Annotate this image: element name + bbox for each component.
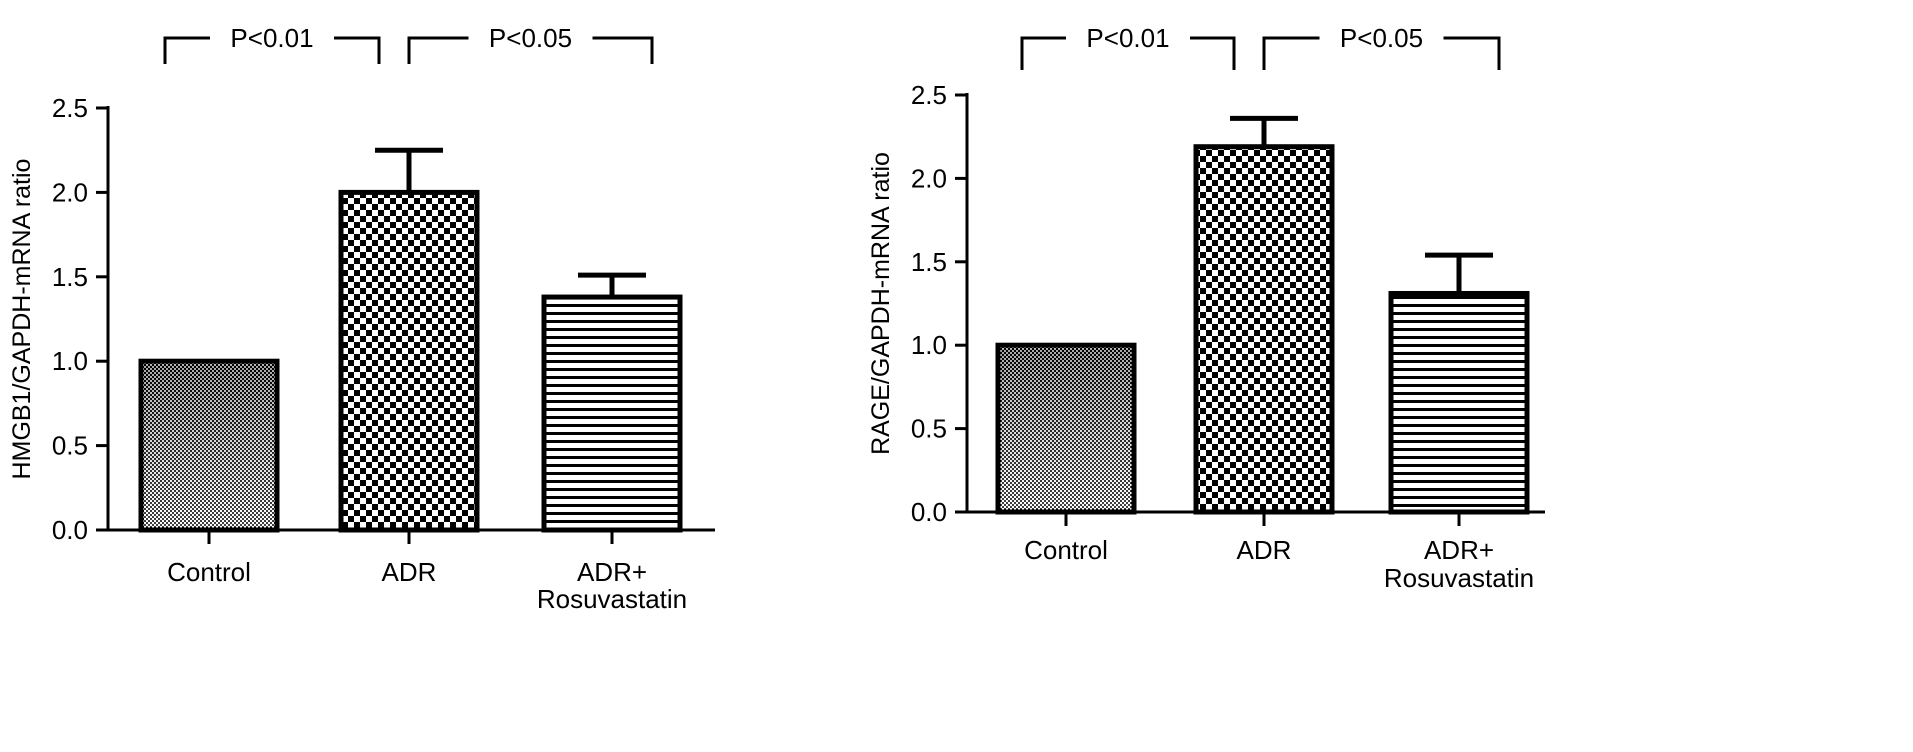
significance-bracket-1	[407, 36, 654, 64]
y-tick-label-4: 2.0	[911, 163, 947, 193]
significance-label-0: P<0.01	[1086, 23, 1169, 53]
x-tick-label-0: Control	[1024, 535, 1108, 565]
x-tick-label-line2-2: Rosuvastatin	[1384, 563, 1534, 593]
y-tick-label-2: 1.0	[52, 346, 88, 376]
y-tick-label-0: 0.0	[911, 497, 947, 527]
y-tick-label-1: 0.5	[911, 414, 947, 444]
x-tick-label-line2-2: Rosuvastatin	[537, 584, 687, 614]
y-tick-label-5: 2.5	[52, 93, 88, 123]
bar-1	[1193, 144, 1335, 515]
significance-bracket-1	[1262, 36, 1501, 70]
significance-bracket-0	[1020, 36, 1236, 70]
y-tick-label-4: 2.0	[52, 177, 88, 207]
y-tick-label-5: 2.5	[911, 80, 947, 110]
x-tick-label-2: ADR+	[577, 557, 647, 587]
significance-label-1: P<0.05	[1340, 23, 1423, 53]
chart-panel-rage: Control ADR ADR+Rosuvastatin 0.0 0.5 1.0 1.5 2.…	[867, 23, 1545, 593]
significance-bracket-0	[163, 36, 381, 64]
bar-shade-0	[1001, 348, 1131, 509]
y-axis-label: HMGB1/GAPDH-mRNA ratio	[8, 159, 36, 480]
x-tick-label-2: ADR+	[1424, 535, 1494, 565]
bar-2	[541, 294, 683, 533]
y-tick-label-2: 1.0	[911, 330, 947, 360]
bar-2	[1388, 290, 1530, 515]
chart-panel-hmgb1: Control ADR ADR+Rosuvastatin 0.0 0.5 1.0 1.5 2.…	[8, 23, 715, 614]
y-tick-label-0: 0.0	[52, 515, 88, 545]
x-tick-label-1: ADR	[1237, 535, 1292, 565]
x-tick-label-1: ADR	[382, 557, 437, 587]
bar-shade-0	[144, 364, 274, 527]
y-tick-label-1: 0.5	[52, 431, 88, 461]
y-axis-label: RAGE/GAPDH-mRNA ratio	[867, 152, 895, 455]
significance-label-1: P<0.05	[489, 23, 572, 53]
y-tick-label-3: 1.5	[52, 262, 88, 292]
y-tick-label-3: 1.5	[911, 247, 947, 277]
x-tick-label-0: Control	[167, 557, 251, 587]
significance-label-0: P<0.01	[230, 23, 313, 53]
bar-1	[338, 189, 480, 533]
